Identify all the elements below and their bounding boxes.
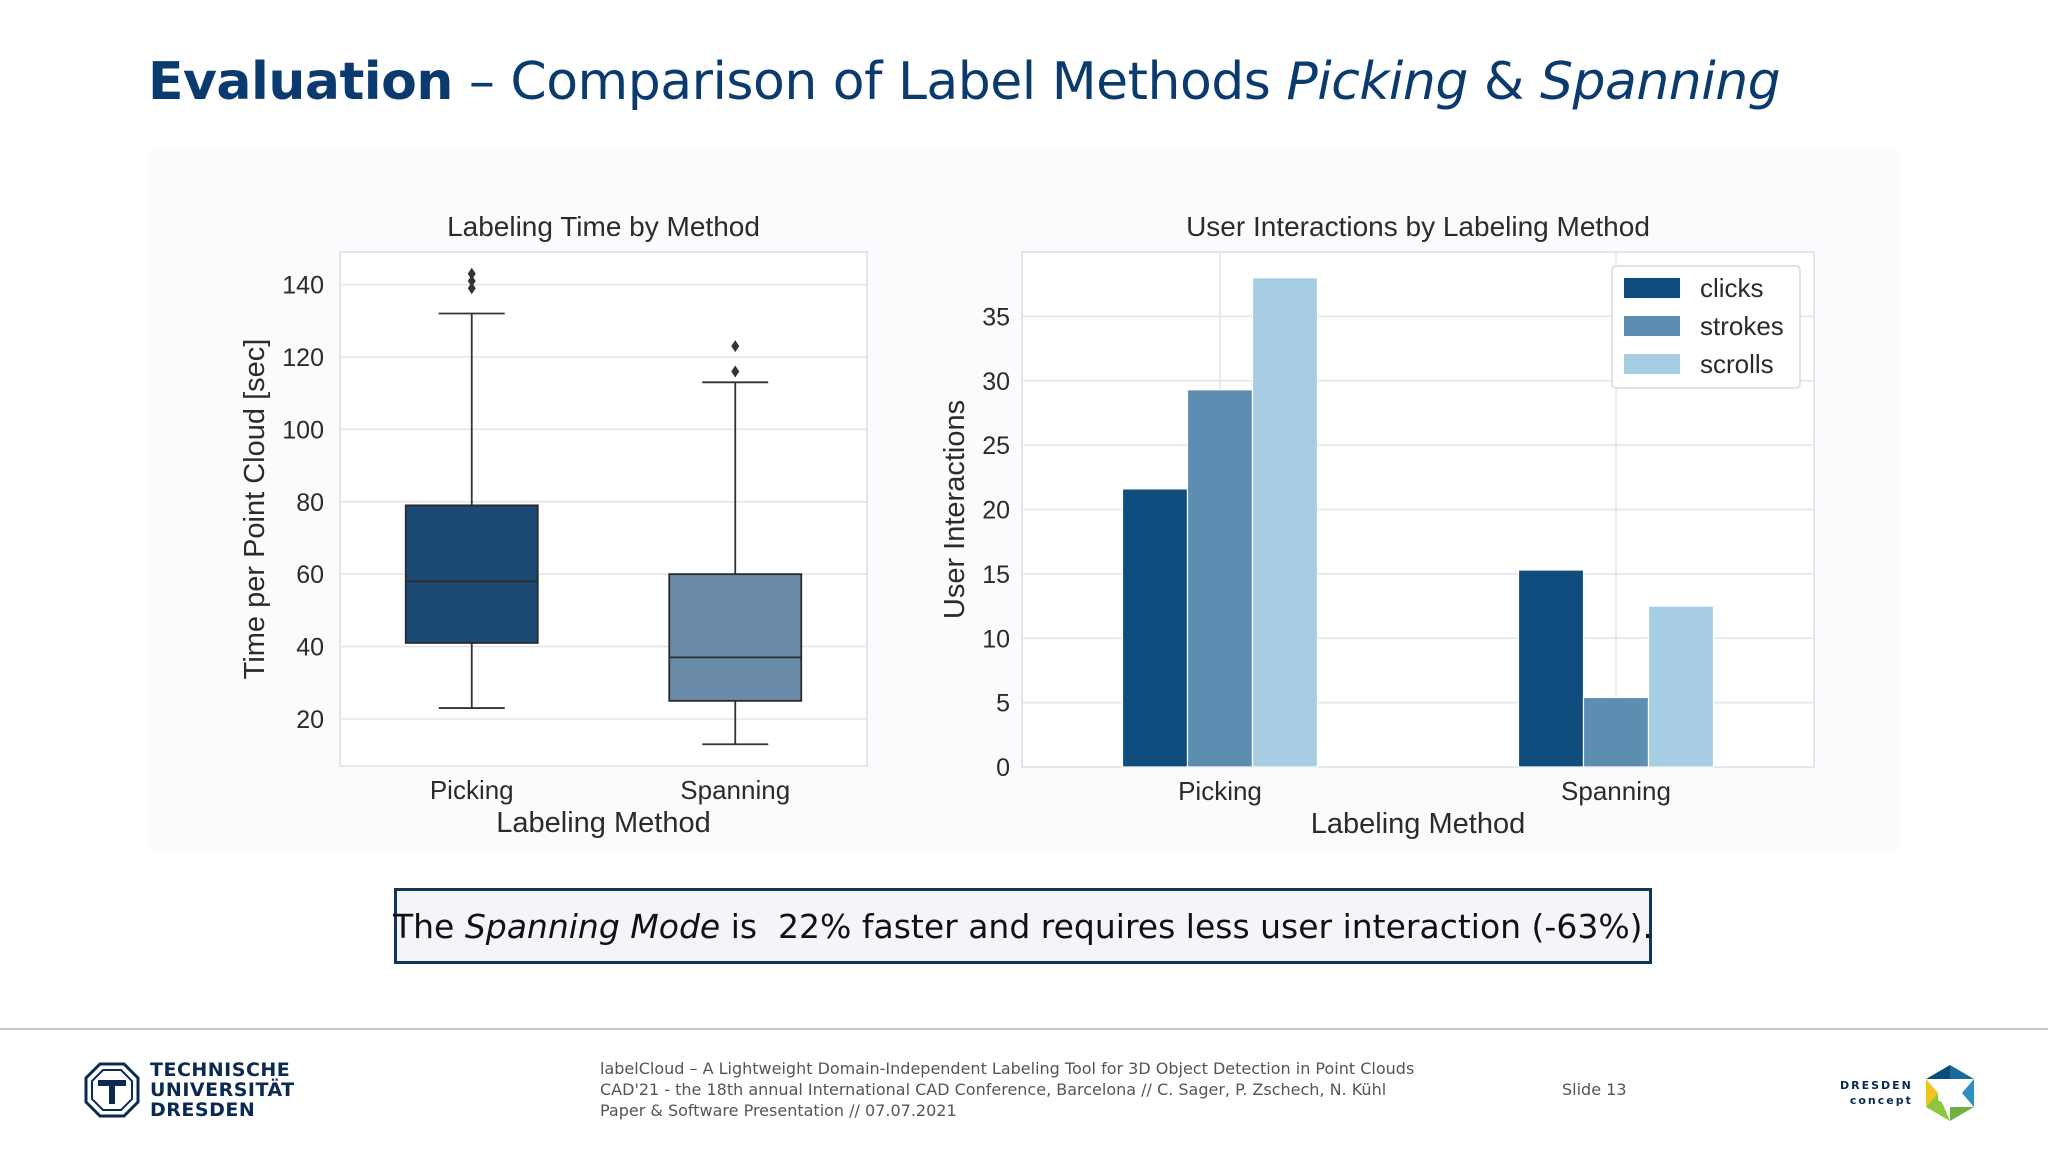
logo-line-3: DRESDEN [150, 1099, 256, 1121]
boxplot-outlier-point [467, 274, 476, 287]
legend-label-strokes: strokes [1700, 311, 1784, 341]
barchart-xtick-label: Spanning [1561, 776, 1671, 806]
dd-line-1: DRESDEN [1840, 1079, 1913, 1092]
title-amp: & [1467, 52, 1540, 112]
boxplot-ytick-label: 120 [282, 344, 324, 372]
tu-dresden-wordmark: TECHNISCHE UNIVERSITÄT DRESDEN [150, 1060, 295, 1120]
boxplot-title: Labeling Time by Method [447, 211, 760, 242]
boxplot-ylabel: Time per Point Cloud [sec] [239, 339, 271, 680]
footer-line-2: CAD'21 - the 18th annual International C… [600, 1080, 1387, 1099]
barchart-ytick-label: 0 [996, 754, 1010, 782]
bar-clicks [1121, 488, 1189, 768]
boxplot-outlier-point [731, 365, 740, 378]
footer: TECHNISCHE UNIVERSITÄT DRESDEN labelClou… [0, 1030, 2048, 1152]
barchart-ytick-label: 25 [982, 432, 1010, 460]
boxplot-box [404, 504, 539, 644]
logo-line-1: TECHNISCHE [150, 1059, 291, 1081]
bar-scrolls [1251, 277, 1319, 768]
boxplot-outlier-point [731, 340, 740, 353]
bar-strokes [1582, 696, 1650, 768]
boxplot-outlier-point [467, 267, 476, 280]
barchart-ytick-label: 30 [982, 368, 1010, 396]
dd-line-2: concept [1849, 1094, 1913, 1107]
barchart-ylabel: User Interactions [939, 400, 971, 619]
boxplot-ytick-label: 40 [296, 634, 324, 662]
callout-italic: Spanning Mode [464, 906, 721, 946]
summary-callout: The Spanning Mode is 22% faster and requ… [392, 888, 1654, 964]
boxplot-ytick-label: 140 [282, 272, 324, 300]
dresden-concept-logo: DRESDEN concept [1840, 1062, 1981, 1124]
dresden-concept-wordmark: DRESDEN concept [1840, 1078, 1913, 1108]
footer-divider [0, 1028, 2048, 1030]
boxplot-xlabel: Labeling Method [496, 807, 710, 839]
barchart-ytick-label: 20 [982, 497, 1010, 525]
dresden-concept-emblem-icon [1925, 1065, 1974, 1121]
legend-label-scrolls: scrolls [1700, 349, 1774, 379]
legend-swatch-clicks [1624, 278, 1680, 298]
footer-line-3: Paper & Software Presentation // 07.07.2… [600, 1101, 957, 1120]
footer-line-1: labelCloud – A Lightweight Domain-Indepe… [600, 1059, 1415, 1078]
title-bold: Evaluation [148, 52, 453, 112]
slide-title: Evaluation – Comparison of Label Methods… [148, 52, 1781, 112]
boxplot-ytick-label: 60 [296, 561, 324, 589]
logo-line-2: UNIVERSITÄT [150, 1079, 295, 1101]
barchart-ytick-label: 35 [982, 303, 1010, 331]
bar-scrolls [1647, 605, 1715, 768]
boxplot-box [668, 573, 803, 702]
boxplot-xtick-label: Spanning [680, 775, 790, 805]
legend-label-clicks: clicks [1700, 273, 1764, 303]
barchart-ytick-label: 15 [982, 561, 1010, 589]
slide-number: Slide 13 [1562, 1080, 1627, 1099]
title-spanning: Spanning [1539, 52, 1781, 112]
barchart-ytick-label: 10 [982, 625, 1010, 653]
bar-clicks [1517, 569, 1585, 768]
barchart-title: User Interactions by Labeling Method [1186, 211, 1650, 242]
legend-swatch-scrolls [1624, 354, 1680, 374]
tu-dresden-emblem-icon [84, 1062, 140, 1118]
barchart-ytick-label: 5 [996, 690, 1010, 718]
boxplot-ytick-label: 80 [296, 489, 324, 517]
barchart-xlabel: Labeling Method [1311, 808, 1525, 840]
title-dash: – Comparison of Label Methods [452, 52, 1287, 112]
callout-prefix: The [392, 906, 465, 946]
legend-swatch-strokes [1624, 316, 1680, 336]
barchart-xtick-label: Picking [1178, 776, 1262, 806]
bar-strokes [1186, 389, 1254, 768]
title-picking: Picking [1286, 52, 1468, 112]
boxplot-ytick-label: 100 [282, 416, 324, 444]
boxplot-ytick-label: 20 [296, 706, 324, 734]
callout-suffix: is 22% faster and requires less user int… [720, 906, 1654, 946]
boxplot-outlier-point [467, 282, 476, 295]
footer-info: labelCloud – A Lightweight Domain-Indepe… [600, 1058, 1414, 1121]
boxplot-xtick-label: Picking [430, 775, 514, 805]
tu-dresden-logo: TECHNISCHE UNIVERSITÄT DRESDEN [84, 1060, 295, 1120]
